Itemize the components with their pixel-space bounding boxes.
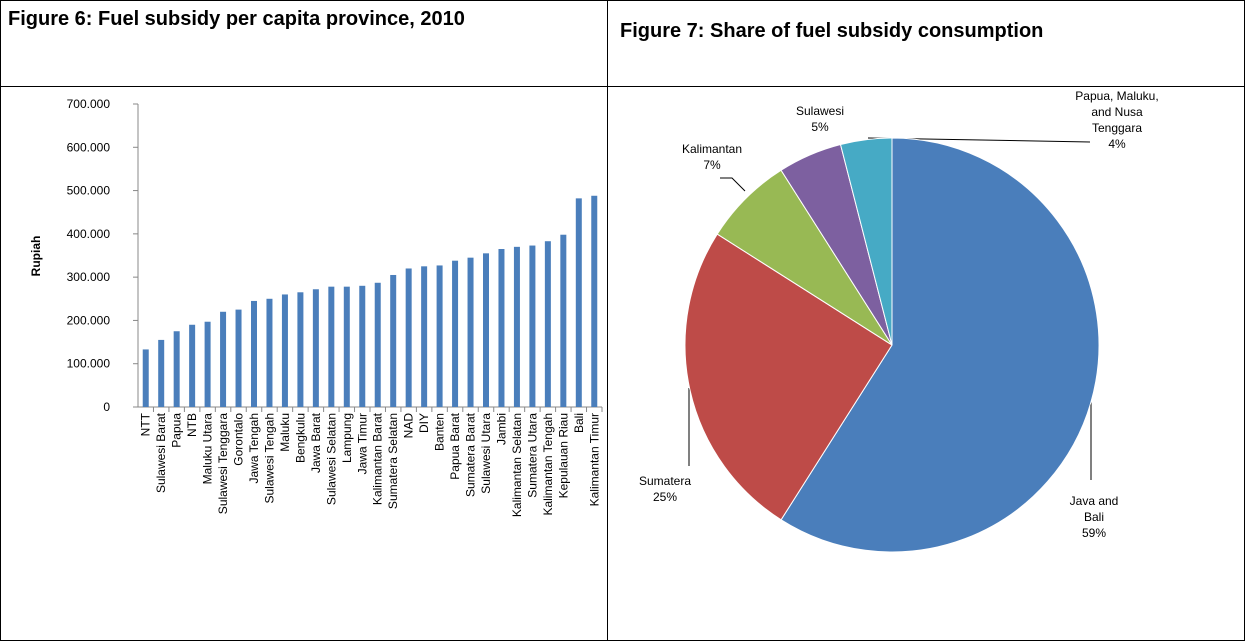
slice-name: Papua, Maluku, and Nusa Tenggara [1075, 89, 1159, 135]
bar [235, 309, 242, 407]
bar-chart: Rupiah 0 100.000 200.000 300.000 400.000 500.… [29, 97, 603, 517]
x-tick-label: Sulawesi Tengah [262, 413, 276, 504]
pie-slice [684, 233, 893, 521]
slice-value: 7% [703, 158, 721, 172]
x-tick-label: Papua Barat [448, 412, 462, 479]
slice-name: Sulawesi [795, 104, 845, 118]
y-tick-label: 200.000 [67, 313, 111, 327]
x-tick-label: NAD [402, 413, 416, 439]
figure-title: Figure 7: Share of fuel subsidy consumpt… [620, 20, 1044, 42]
y-tick-label: 700.000 [67, 97, 111, 111]
bar [189, 324, 196, 407]
slice-label: Kalimantan 7% [657, 141, 767, 173]
y-tick-label: 500.000 [67, 184, 111, 198]
slice-value: 59% [1081, 526, 1107, 540]
x-tick-label: Jambi [494, 413, 508, 445]
x-tick-label: Papua [170, 413, 184, 448]
y-tick-label: 600.000 [67, 140, 111, 154]
slice-label: Sulawesi 5% [765, 103, 875, 135]
x-tick-label: Sulawesi Tenggara [216, 413, 230, 515]
bar [374, 282, 381, 407]
x-tick-label: Bengkulu [293, 413, 307, 463]
bar [173, 331, 180, 407]
bar [467, 257, 474, 407]
x-tick-label: Jawa Tengah [247, 413, 261, 484]
x-tick-label: Kepulauan Riau [556, 413, 570, 498]
y-tick-label: 300.000 [67, 270, 111, 284]
x-tick-label: Kalimantan Barat [371, 412, 385, 505]
bar [575, 198, 582, 407]
x-tick-label: Kalimantan Timur [587, 413, 601, 506]
bar [142, 349, 149, 407]
bar [266, 298, 273, 407]
pie-slice [780, 137, 1100, 553]
bar [591, 195, 598, 407]
bar [204, 321, 211, 407]
x-tick-label: Sumatera Barat [464, 412, 478, 497]
slice-label: Java and Bali 59% [1059, 493, 1129, 541]
bar [560, 234, 567, 407]
x-tick-label: Jawa Barat [309, 412, 323, 473]
bar [312, 289, 319, 407]
bar [297, 292, 304, 407]
bar [544, 241, 551, 407]
y-tick-label: 0 [103, 400, 110, 414]
row-divider [0, 86, 1245, 87]
y-axis-label: Rupiah [29, 236, 43, 277]
x-tick-label: Sulawesi Barat [154, 412, 168, 493]
figure-title: Figure 6: Fuel subsidy per capita provin… [8, 8, 465, 30]
x-tick-label: NTT [139, 412, 153, 436]
x-tick-label: Bali [572, 413, 586, 433]
x-tick-label: Lampung [340, 413, 354, 463]
bar [343, 286, 350, 407]
y-tick-label: 400.000 [67, 227, 111, 241]
x-tick-label: Sumatera Utara [525, 413, 539, 498]
bar [158, 339, 165, 407]
bar [220, 311, 227, 407]
slice-value: 5% [811, 120, 829, 134]
leader-line [720, 177, 746, 192]
slice-name: Kalimantan [681, 142, 743, 156]
x-tick-label: Maluku Utara [201, 413, 215, 485]
y-tick-label: 100.000 [67, 357, 111, 371]
bar [498, 249, 505, 407]
x-tick-label: NTB [185, 413, 199, 437]
bar [405, 268, 412, 407]
bar [359, 285, 366, 407]
bar [513, 246, 520, 407]
bar [436, 265, 443, 407]
slice-label: Sumatera 25% [610, 473, 720, 505]
pie-slice [839, 137, 893, 346]
x-tick-label: Sulawesi Utara [479, 413, 493, 494]
slice-name: Sumatera [638, 474, 692, 488]
x-tick-label: Maluku [278, 413, 292, 452]
slice-label: Papua, Maluku, and Nusa Tenggara 4% [1072, 88, 1162, 152]
bar [421, 266, 428, 407]
bar [529, 245, 536, 407]
bar [483, 253, 489, 407]
x-tick-label: Kalimantan Tengah [541, 413, 555, 516]
x-tick-label: Sumatera Selatan [386, 413, 400, 509]
bar [281, 294, 288, 407]
x-tick-label: Banten [433, 413, 447, 451]
x-tick-label: Gorontalo [232, 413, 246, 466]
slice-value: 25% [652, 490, 678, 504]
bar [452, 260, 459, 407]
bar [328, 286, 335, 407]
x-tick-label: Sulawesi Selatan [324, 413, 338, 505]
slice-name: Java and Bali [1069, 494, 1119, 524]
slice-value: 4% [1108, 137, 1126, 151]
x-tick-label: Kalimantan Selatan [510, 413, 524, 517]
pie-chart [684, 137, 1100, 553]
x-tick-label: DIY [417, 413, 431, 433]
x-tick-label: Jawa Timur [355, 413, 369, 474]
bar [390, 274, 397, 407]
bar [251, 300, 257, 407]
